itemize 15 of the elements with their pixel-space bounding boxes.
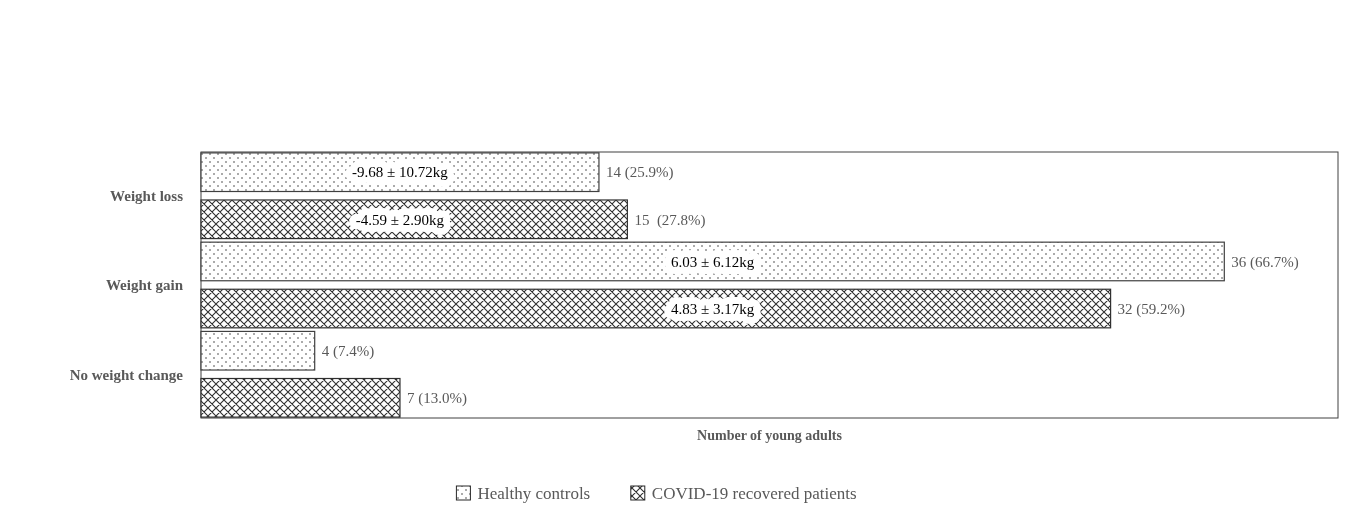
y-tick-label: Weight gain xyxy=(105,277,184,294)
data-label: 4 (7.4%) xyxy=(321,342,375,360)
legend-label: Healthy controls xyxy=(477,483,591,503)
data-label: 15 (27.8%) xyxy=(634,211,706,229)
data-label: 32 (59.2%) xyxy=(1117,300,1186,318)
bar xyxy=(200,288,1112,329)
annotation: -9.68 ± 10.72kg xyxy=(352,164,449,181)
data-label: 7 (13.0%) xyxy=(406,390,467,408)
legend-label: COVID-19 recovered patients xyxy=(651,483,857,503)
x-axis-title: Number of young adults xyxy=(697,428,843,443)
y-tick-label: No weight change xyxy=(69,366,184,383)
y-tick-label: Weight loss xyxy=(110,187,184,204)
data-label: 14 (25.9%) xyxy=(605,164,674,182)
bar xyxy=(200,377,401,418)
data-label: 36 (66.7%) xyxy=(1231,253,1299,271)
